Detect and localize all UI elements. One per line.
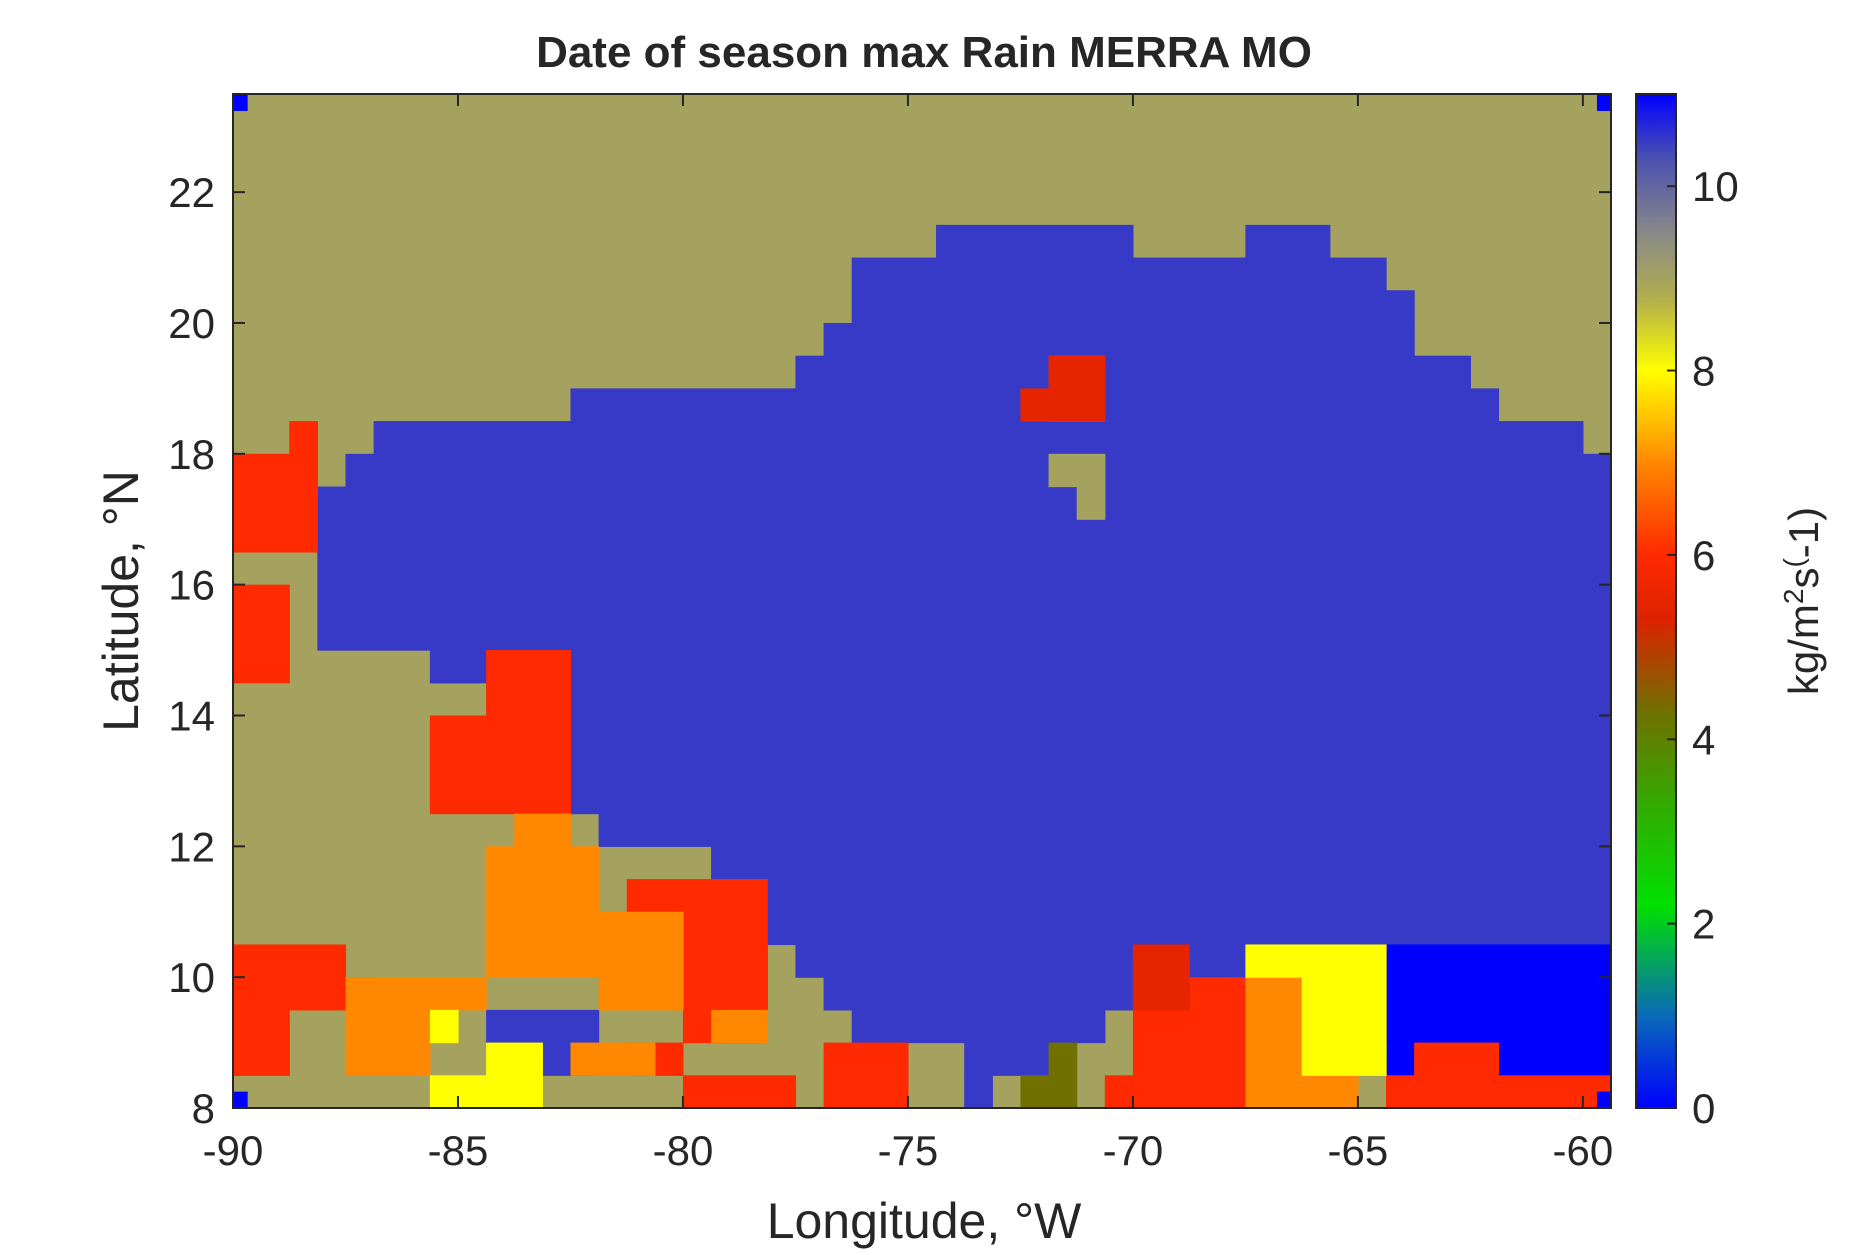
heatmap-cell [851, 290, 1415, 324]
heatmap-cell [823, 322, 1415, 357]
y-tick-label: 16 [168, 562, 215, 609]
x-axis-label: Longitude, °W [767, 1193, 1082, 1249]
colorbar-frame [1635, 93, 1677, 1109]
heatmap-cell [429, 977, 487, 1011]
heatmap-cell [598, 813, 1611, 847]
plot-area [233, 94, 1611, 1108]
heatmap-cell [1076, 486, 1106, 520]
heatmap-cell [682, 1075, 797, 1108]
y-tick-label: 12 [168, 823, 215, 870]
heatmap-cell [486, 650, 572, 717]
heatmap-cell [1596, 94, 1611, 111]
heatmap-cell [964, 1042, 1050, 1076]
heatmap-cell [514, 813, 572, 847]
y-tick-label: 14 [168, 692, 215, 739]
heatmap-cell [1189, 977, 1247, 1108]
colorbar-tick-label: 4 [1692, 716, 1715, 763]
heatmap-cell [345, 453, 1611, 488]
heatmap-cell [1020, 1075, 1078, 1108]
colorbar: 0 2 4 6 8 10 [1635, 93, 1739, 1132]
x-tick-label: -85 [428, 1127, 489, 1174]
heatmap-cell [486, 1009, 600, 1044]
heatmap-cell [1132, 1009, 1190, 1108]
heatmap-cell [429, 650, 1611, 684]
heatmap-cell [486, 846, 600, 978]
heatmap-cell [711, 846, 1611, 913]
y-tick-label: 18 [168, 431, 215, 478]
x-tick-label: -60 [1553, 1127, 1614, 1174]
heatmap-cell [233, 1009, 290, 1076]
colorbar-gradient [1636, 94, 1676, 1108]
heatmap-cell [1414, 1042, 1500, 1076]
colorbar-tick-label: 8 [1692, 348, 1715, 395]
heatmap-cell [1596, 1091, 1611, 1108]
heatmap-cell [1020, 388, 1050, 422]
heatmap-cell [1245, 944, 1387, 978]
x-tick-label: -75 [878, 1127, 939, 1174]
heatmap-cell [851, 257, 937, 291]
heatmap-cell [1048, 453, 1106, 488]
y-axis: 8 10 12 14 16 18 20 22 [168, 169, 1611, 1132]
x-tick-label: -65 [1328, 1127, 1389, 1174]
heatmap-cell [851, 1009, 1106, 1044]
heatmap-cell [373, 421, 1584, 455]
heatmap-cell [1104, 1075, 1134, 1108]
heatmap-cell [345, 977, 431, 1076]
heatmap-cell [233, 453, 318, 553]
heatmap-cell [289, 421, 318, 455]
heatmap-cell [486, 1042, 543, 1076]
heatmap-cell [1386, 1075, 1611, 1108]
heatmap-cell [823, 1042, 909, 1108]
heatmap-cell [711, 1009, 768, 1044]
x-axis: -90 -85 -80 -75 -70 -65 -60 [203, 94, 1614, 1174]
heatmap-cell [429, 1075, 543, 1108]
heatmap-cell [317, 486, 1611, 651]
y-tick-label: 20 [168, 300, 215, 347]
heatmap-cell [233, 944, 347, 1011]
colorbar-tick-label: 2 [1692, 901, 1715, 948]
heatmap-cell [1301, 977, 1387, 1076]
heatmap-cell [233, 94, 248, 111]
heatmap-cell [964, 1075, 993, 1108]
heatmap-cell [1048, 355, 1106, 422]
plot-frame [232, 93, 1612, 1109]
heatmap-cell [1132, 944, 1190, 1011]
heatmap-cell [429, 1009, 459, 1044]
y-tick-label: 8 [192, 1085, 215, 1132]
y-tick-label: 22 [168, 169, 215, 216]
heatmap-cell [1245, 977, 1303, 1011]
heatmap-cell [542, 682, 1611, 815]
heatmap-cell [598, 911, 684, 1011]
heatmap-cell [1329, 257, 1387, 291]
heatmap-cell [570, 1042, 656, 1076]
x-tick-label: -90 [203, 1127, 264, 1174]
heatmap-cell [233, 1091, 248, 1108]
colorbar-tick-label: 6 [1692, 532, 1715, 579]
heatmap-cell [1245, 224, 1331, 291]
y-tick-label: 10 [168, 954, 215, 1001]
x-tick-label: -70 [1103, 1127, 1164, 1174]
heatmap-cell [767, 911, 1611, 946]
heatmap-cell [1048, 1042, 1078, 1076]
heatmap-cell [233, 584, 290, 684]
heatmap-cell [795, 355, 1471, 389]
colorbar-tick-label: 10 [1692, 163, 1739, 210]
chart-title: Date of season max Rain MERRA MO [536, 28, 1312, 77]
colorbar-label: kg/m2s(-1) [1778, 507, 1828, 695]
colorbar-tick-label: 0 [1692, 1085, 1715, 1132]
y-axis-label: Latitude, °N [93, 470, 149, 732]
heatmap-cell [429, 715, 572, 815]
heatmap-cell [936, 224, 1134, 291]
heatmap-cell [823, 977, 1134, 1011]
x-tick-label: -80 [653, 1127, 714, 1174]
